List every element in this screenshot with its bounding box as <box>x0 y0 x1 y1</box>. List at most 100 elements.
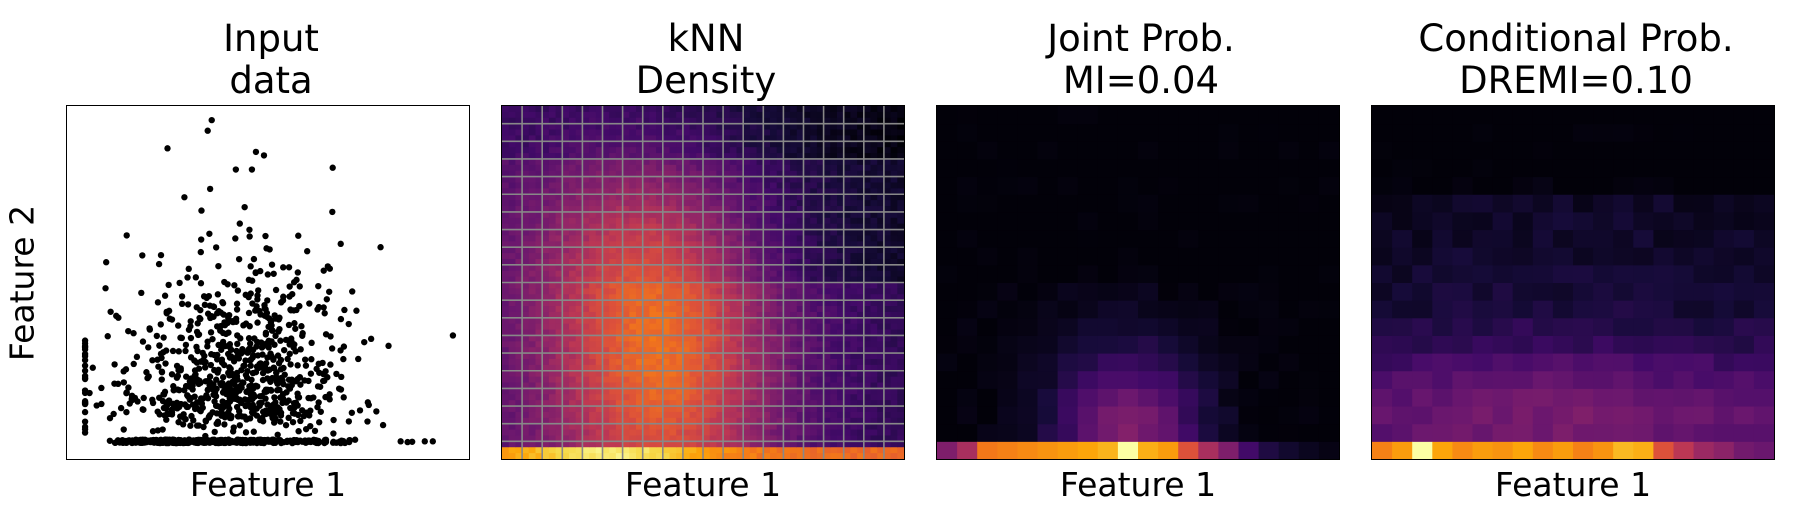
density-cell <box>622 388 630 395</box>
density-cell <box>676 223 684 231</box>
density-cell <box>682 217 691 225</box>
density-cell <box>542 411 550 419</box>
density-cell <box>770 241 778 248</box>
density-cell <box>542 117 550 125</box>
density-cell <box>696 406 704 413</box>
density-cell <box>897 282 904 289</box>
density-cell <box>595 429 604 437</box>
density-cell <box>776 347 784 354</box>
density-cell <box>589 106 597 113</box>
density-cell <box>843 406 851 413</box>
density-cell <box>803 111 811 119</box>
density-cell <box>709 135 717 142</box>
density-cell <box>736 123 744 131</box>
density-cell <box>756 164 764 172</box>
scatter-point <box>285 264 293 271</box>
density-cell <box>709 164 717 172</box>
density-cell <box>649 364 657 372</box>
density-cell <box>857 441 865 448</box>
density-cell <box>770 217 778 225</box>
density-cell <box>595 453 604 459</box>
density-cell <box>575 311 583 319</box>
density-cell <box>508 153 516 160</box>
density-cell <box>843 253 851 260</box>
density-cell <box>528 247 537 254</box>
density-cell <box>850 247 858 254</box>
density-cell <box>843 235 851 242</box>
density-cell <box>595 447 604 454</box>
density-cell <box>595 211 604 219</box>
density-cell <box>602 358 610 366</box>
density-cell <box>595 194 604 201</box>
density-cell <box>843 147 851 154</box>
density-cell <box>729 111 738 119</box>
heatmap-cell <box>1017 282 1038 301</box>
density-cell <box>508 258 516 266</box>
density-cell <box>756 288 764 295</box>
scatter-point <box>246 226 253 233</box>
density-cell <box>682 270 691 278</box>
density-cell <box>729 282 738 289</box>
density-cell <box>743 311 751 319</box>
density-cell <box>810 123 818 131</box>
density-cell <box>569 282 577 289</box>
scatter-point <box>140 406 147 413</box>
density-cell <box>515 435 523 442</box>
density-cell <box>602 382 610 389</box>
density-cell <box>703 376 711 384</box>
density-cell <box>662 311 671 319</box>
heatmap-cell <box>937 441 958 459</box>
density-cell <box>870 217 878 225</box>
density-cell <box>703 264 711 272</box>
density-cell <box>716 200 724 207</box>
density-cell <box>810 111 818 119</box>
density-cell <box>850 435 858 442</box>
density-cell <box>729 153 738 160</box>
density-cell <box>575 170 583 178</box>
density-cell <box>555 264 563 272</box>
scatter-point <box>157 321 164 328</box>
scatter-point <box>259 351 266 358</box>
scatter-point <box>277 418 284 425</box>
density-cell <box>555 323 563 331</box>
density-cell <box>716 382 724 389</box>
density-cell <box>716 453 724 459</box>
density-cell <box>716 335 724 342</box>
density-cell <box>662 123 671 131</box>
density-cell <box>830 170 838 178</box>
density-cell <box>502 453 510 459</box>
scatter-point <box>164 145 171 152</box>
density-cell <box>522 300 530 307</box>
density-cell <box>823 347 831 354</box>
density-cell <box>656 217 664 225</box>
scatter-point <box>229 428 237 435</box>
density-cell <box>796 158 805 166</box>
density-cell <box>548 211 557 219</box>
density-cell <box>723 182 731 189</box>
density-cell <box>790 247 798 254</box>
density-cell <box>609 194 617 201</box>
density-cell <box>609 147 617 154</box>
density-cell <box>595 229 604 237</box>
density-cell <box>562 294 570 301</box>
density-cell <box>682 411 691 419</box>
density-cell <box>562 411 570 419</box>
density-cell <box>803 129 811 137</box>
density-cell <box>890 135 898 142</box>
scatter-point <box>345 320 352 328</box>
density-cell <box>877 411 885 419</box>
density-cell <box>790 335 798 342</box>
scatter-point <box>164 410 171 418</box>
density-cell <box>682 147 691 154</box>
density-cell <box>776 288 784 295</box>
density-cell <box>642 417 650 425</box>
density-cell <box>522 417 530 425</box>
density-cell <box>595 117 604 125</box>
scatter-point <box>301 377 308 384</box>
density-cell <box>582 123 590 131</box>
heatmap-cell <box>997 264 1018 283</box>
density-cell <box>843 394 851 401</box>
heatmap-cell <box>977 370 998 389</box>
density-cell <box>843 364 851 372</box>
density-cell <box>636 400 644 407</box>
